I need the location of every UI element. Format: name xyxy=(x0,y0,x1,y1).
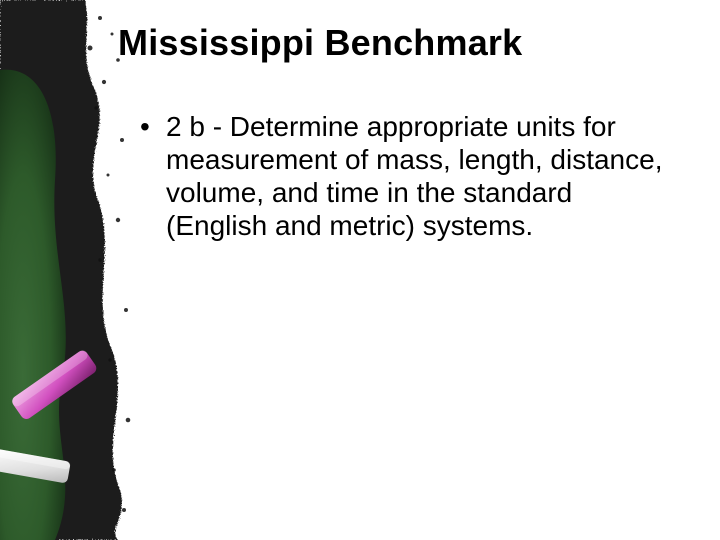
bullet-item: • 2 b - Determine appropriate units for … xyxy=(140,110,670,242)
bullet-marker: • xyxy=(140,110,166,242)
bullet-text: 2 b - Determine appropriate units for me… xyxy=(166,110,670,242)
decor-svg xyxy=(0,0,150,540)
left-chalkboard-decor xyxy=(0,0,150,540)
slide-body: • 2 b - Determine appropriate units for … xyxy=(140,110,670,242)
slide: Mississippi Benchmark • 2 b - Determine … xyxy=(0,0,720,540)
slide-title: Mississippi Benchmark xyxy=(118,22,522,64)
